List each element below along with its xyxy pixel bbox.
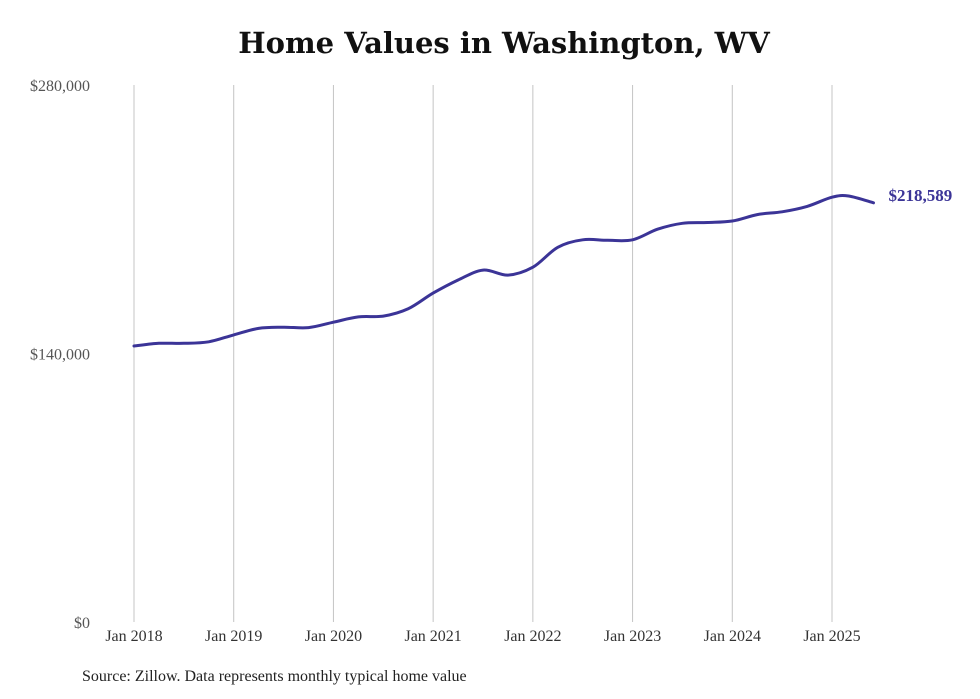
x-axis-ticks: Jan 2018 Jan 2019 Jan 2020 Jan 2021 Jan 2022…: [105, 628, 860, 645]
x-tick-label: Jan 2023: [604, 628, 661, 645]
grid-lines: [133, 85, 833, 622]
x-tick-label: Jan 2021: [404, 628, 461, 645]
x-tick-label: Jan 2020: [305, 628, 362, 645]
y-axis-ticks: $0 $140,000 $280,000: [30, 78, 90, 632]
end-value-label: $218,589: [889, 186, 953, 205]
x-tick-label: Jan 2022: [504, 628, 561, 645]
home-value-line: [132, 194, 875, 348]
x-tick-label: Jan 2018: [105, 628, 162, 645]
x-tick-label: Jan 2024: [704, 628, 761, 645]
y-tick-label: $280,000: [30, 78, 90, 95]
y-tick-label: $140,000: [30, 347, 90, 364]
x-tick-label: Jan 2025: [803, 628, 860, 645]
chart-title: Home Values in Washington, WV: [238, 26, 770, 60]
y-tick-label: $0: [74, 615, 90, 632]
x-tick-label: Jan 2019: [205, 628, 262, 645]
source-note: Source: Zillow. Data represents monthly …: [82, 668, 467, 685]
